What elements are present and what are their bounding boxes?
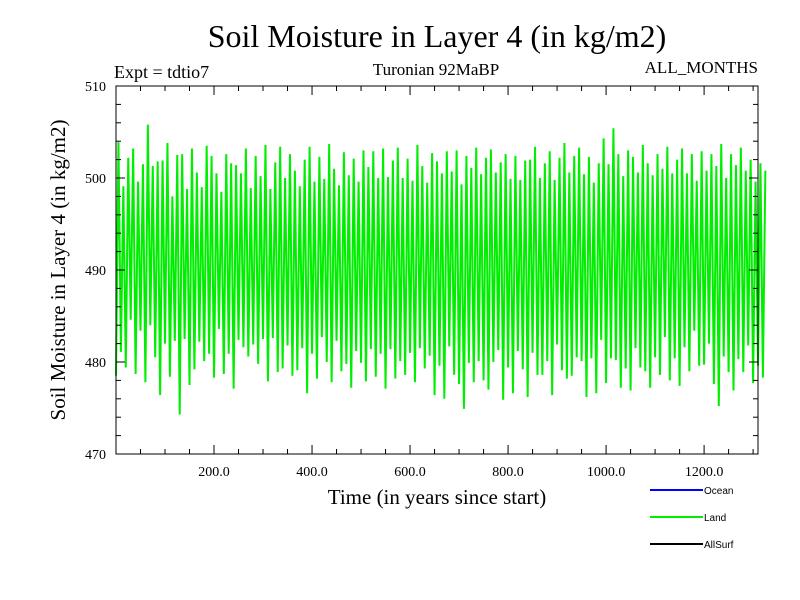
experiment-label: Expt = tdtio7 [114,62,209,82]
y-tick-label: 500 [85,172,106,187]
x-axis-label: Time (in years since start) [328,485,547,509]
axes-layer: 200.0 400.0 600.0 800.0 1000.0 1200.0 470 480 49… [85,80,758,480]
chart-title: Soil Moisture in Layer 4 (in kg/m2) [208,18,667,54]
months-label: ALL_MONTHS [645,58,758,77]
y-tick-label: 480 [85,356,106,371]
x-tick-label: 1200.0 [685,465,724,480]
data-layer [115,124,767,415]
legend-label-allsurf: AllSurf [704,540,734,551]
period-label: Turonian 92MaBP [373,60,499,79]
y-tick-label: 470 [85,448,106,463]
x-tick-label: 200.0 [198,465,230,480]
legend-label-land: Land [704,513,726,524]
legend-label-ocean: Ocean [704,486,733,497]
x-tick-label: 600.0 [394,465,426,480]
y-tick-label: 510 [85,80,106,95]
x-tick-label: 400.0 [296,465,328,480]
legend: Ocean Land AllSurf [650,486,734,551]
series-line-land [115,124,767,415]
x-tick-label: 800.0 [492,465,524,480]
x-tick-label: 1000.0 [587,465,626,480]
y-tick-label: 490 [85,264,106,279]
y-axis-label: Soil Moisture in Layer 4 (in kg/m2) [46,120,70,421]
